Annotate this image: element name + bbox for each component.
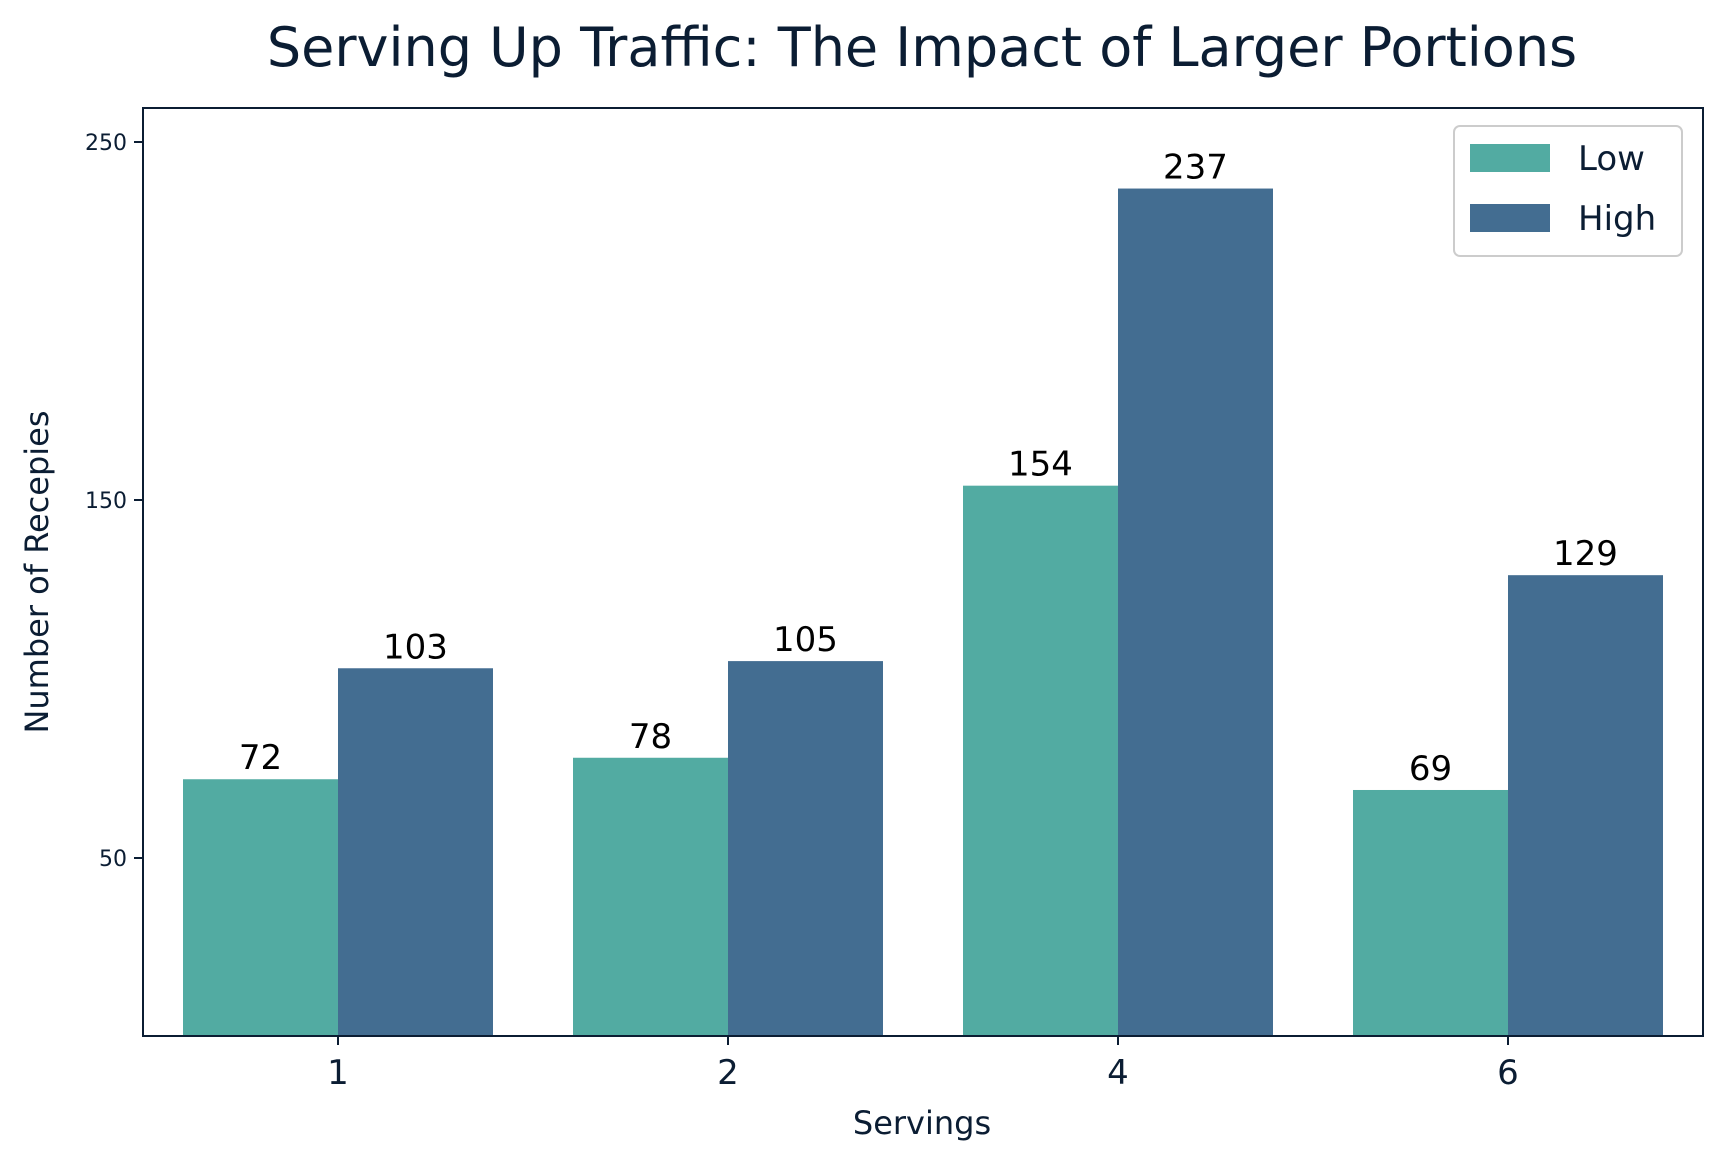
y-tick-label-250: 250 bbox=[85, 131, 127, 156]
legend-swatch-high bbox=[1470, 204, 1550, 232]
bars-layer bbox=[183, 188, 1663, 1037]
x-tick-label-1: 1 bbox=[327, 1053, 349, 1093]
x-tick-label-6: 6 bbox=[1497, 1053, 1519, 1093]
bar-high-servings-6 bbox=[1508, 575, 1663, 1036]
data-labels-layer: 72 103 78 105 154 237 69 129 bbox=[239, 148, 1618, 789]
x-axis: 1 2 4 6 bbox=[327, 1036, 1519, 1093]
y-axis-label: Number of Recepies bbox=[18, 410, 56, 733]
plot-area-frame bbox=[142, 107, 1704, 1037]
legend-label-high: High bbox=[1578, 199, 1656, 239]
data-label-high-servings-4: 237 bbox=[1163, 148, 1228, 188]
legend-label-low: Low bbox=[1578, 139, 1645, 179]
bar-high-servings-4 bbox=[1118, 188, 1273, 1037]
y-tick-label-50: 50 bbox=[99, 847, 127, 872]
x-axis-label: Servings bbox=[853, 1104, 991, 1142]
bar-low-servings-4 bbox=[963, 485, 1118, 1036]
bar-high-servings-1 bbox=[338, 668, 493, 1036]
bar-low-servings-6 bbox=[1353, 789, 1508, 1036]
y-tick-label-150: 150 bbox=[85, 489, 127, 514]
bar-low-servings-1 bbox=[183, 779, 338, 1036]
legend-swatch-low bbox=[1470, 144, 1550, 172]
x-tick-label-4: 4 bbox=[1107, 1053, 1129, 1093]
bar-low-servings-2 bbox=[573, 757, 728, 1036]
y-axis: 50 150 250 bbox=[85, 131, 143, 872]
data-label-high-servings-1: 103 bbox=[383, 627, 448, 667]
legend: Low High bbox=[1453, 125, 1683, 257]
data-label-high-servings-6: 129 bbox=[1553, 534, 1618, 574]
data-label-low-servings-1: 72 bbox=[239, 738, 282, 778]
data-label-low-servings-6: 69 bbox=[1409, 749, 1452, 789]
data-label-low-servings-2: 78 bbox=[629, 717, 672, 757]
chart-title: Serving Up Traffic: The Impact of Larger… bbox=[267, 16, 1577, 79]
data-label-low-servings-4: 154 bbox=[1008, 445, 1073, 485]
data-label-high-servings-2: 105 bbox=[773, 620, 838, 660]
bar-high-servings-2 bbox=[728, 661, 883, 1036]
x-tick-label-2: 2 bbox=[717, 1053, 739, 1093]
